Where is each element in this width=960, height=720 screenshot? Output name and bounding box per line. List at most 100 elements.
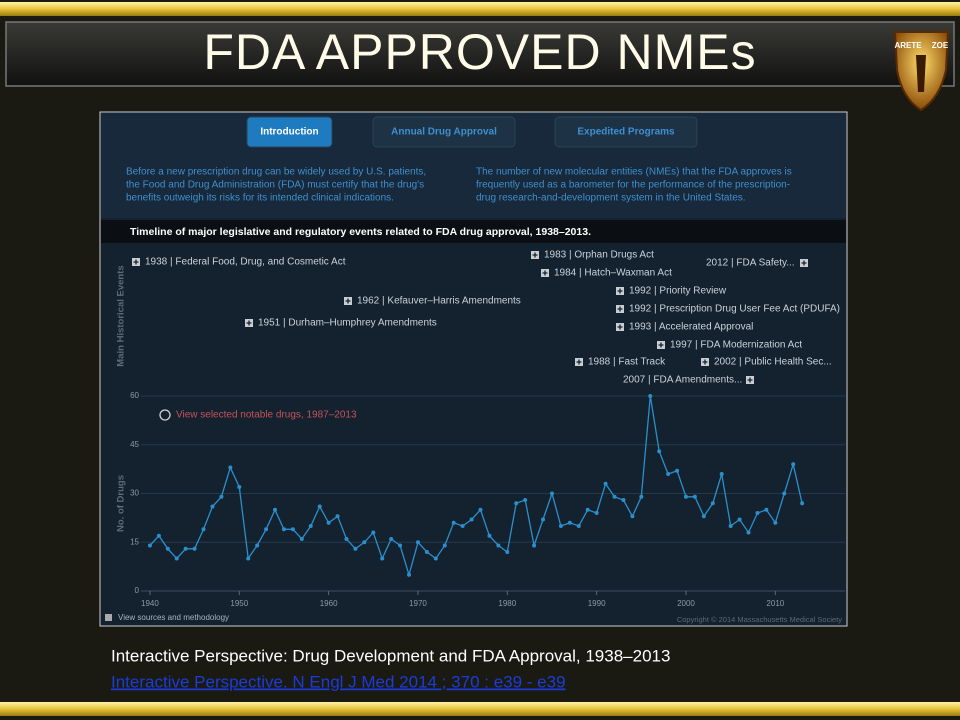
data-point[interactable] xyxy=(469,517,474,522)
data-point[interactable] xyxy=(603,481,608,486)
data-point[interactable] xyxy=(442,543,447,548)
tab[interactable] xyxy=(554,116,698,148)
event-expand-icon[interactable] xyxy=(617,288,623,294)
data-point[interactable] xyxy=(317,504,322,509)
data-point[interactable] xyxy=(389,537,394,541)
event-label[interactable]: 1992 | Prescription Drug User Fee Act (P… xyxy=(629,304,840,315)
data-point[interactable] xyxy=(165,546,170,551)
data-point[interactable] xyxy=(326,520,331,525)
event-expand-icon[interactable] xyxy=(345,298,351,304)
event-expand-icon[interactable] xyxy=(702,359,708,365)
data-point[interactable] xyxy=(648,394,653,398)
event-expand-icon[interactable] xyxy=(747,377,753,383)
data-point[interactable] xyxy=(630,514,635,519)
data-point[interactable] xyxy=(281,527,286,532)
data-point[interactable] xyxy=(156,533,161,538)
event-expand-icon[interactable] xyxy=(658,342,664,348)
event-label[interactable]: 1992 | Priority Review xyxy=(629,286,727,297)
tab-label[interactable]: Expedited Programs xyxy=(577,127,675,138)
data-point[interactable] xyxy=(514,501,519,506)
data-point[interactable] xyxy=(764,507,769,512)
event-label[interactable]: 1984 | Hatch–Waxman Act xyxy=(554,268,672,279)
data-point[interactable] xyxy=(773,520,778,525)
data-point[interactable] xyxy=(594,511,599,515)
data-point[interactable] xyxy=(407,572,412,577)
tab-label[interactable]: Introduction xyxy=(260,127,318,138)
data-point[interactable] xyxy=(424,550,429,554)
event-label[interactable]: 1983 | Orphan Drugs Act xyxy=(544,250,654,261)
data-point[interactable] xyxy=(398,543,403,548)
data-point[interactable] xyxy=(487,533,492,538)
data-point[interactable] xyxy=(201,527,206,532)
event-label[interactable]: 1962 | Kefauver–Harris Amendments xyxy=(357,296,521,307)
event-expand-icon[interactable] xyxy=(133,259,139,265)
event-expand-icon[interactable] xyxy=(576,359,582,365)
data-point[interactable] xyxy=(415,540,420,545)
data-point[interactable] xyxy=(755,511,760,515)
event-label[interactable]: 2012 | FDA Safety... xyxy=(706,258,795,269)
data-point[interactable] xyxy=(380,556,385,561)
data-point[interactable] xyxy=(728,524,733,528)
event-label[interactable]: 2007 | FDA Amendments... xyxy=(623,375,742,386)
data-point[interactable] xyxy=(532,543,537,548)
event-label[interactable]: 1997 | FDA Modernization Act xyxy=(670,340,802,351)
data-point[interactable] xyxy=(478,507,483,512)
data-point[interactable] xyxy=(701,514,706,519)
event-expand-icon[interactable] xyxy=(532,252,538,258)
data-point[interactable] xyxy=(505,550,510,554)
data-point[interactable] xyxy=(237,485,242,489)
data-point[interactable] xyxy=(451,520,456,525)
data-point[interactable] xyxy=(541,517,546,522)
data-point[interactable] xyxy=(264,527,269,532)
data-point[interactable] xyxy=(344,537,349,541)
tab[interactable] xyxy=(372,116,516,148)
event-label[interactable]: 1993 | Accelerated Approval xyxy=(629,322,753,333)
data-point[interactable] xyxy=(371,530,376,535)
data-point[interactable] xyxy=(219,494,224,499)
tab[interactable] xyxy=(246,116,333,148)
data-point[interactable] xyxy=(657,449,662,454)
data-point[interactable] xyxy=(147,543,152,548)
data-point[interactable] xyxy=(273,507,278,512)
data-point[interactable] xyxy=(210,504,215,509)
data-point[interactable] xyxy=(737,517,742,522)
data-point[interactable] xyxy=(576,524,581,528)
data-point[interactable] xyxy=(585,507,590,512)
data-point[interactable] xyxy=(362,540,367,545)
event-label[interactable]: 1938 | Federal Food, Drug, and Cosmetic … xyxy=(145,257,346,268)
data-point[interactable] xyxy=(710,501,715,506)
data-point[interactable] xyxy=(299,537,304,541)
event-label[interactable]: 2002 | Public Health Sec... xyxy=(714,357,832,368)
data-point[interactable] xyxy=(308,524,313,528)
data-point[interactable] xyxy=(639,494,644,499)
data-point[interactable] xyxy=(460,524,465,528)
legend-text[interactable]: View selected notable drugs, 1987–2013 xyxy=(176,410,357,421)
event-expand-icon[interactable] xyxy=(617,306,623,312)
data-point[interactable] xyxy=(496,543,501,548)
event-expand-icon[interactable] xyxy=(801,260,807,266)
data-point[interactable] xyxy=(353,546,358,551)
event-expand-icon[interactable] xyxy=(246,320,252,326)
data-point[interactable] xyxy=(433,556,438,561)
data-point[interactable] xyxy=(174,556,179,561)
data-point[interactable] xyxy=(335,514,340,519)
data-point[interactable] xyxy=(746,530,751,535)
tab-label[interactable]: Annual Drug Approval xyxy=(391,127,497,138)
data-point[interactable] xyxy=(692,494,697,499)
data-point[interactable] xyxy=(666,472,671,476)
data-point[interactable] xyxy=(782,491,787,496)
data-point[interactable] xyxy=(255,543,260,548)
data-point[interactable] xyxy=(228,465,233,470)
sources-link[interactable]: View sources and methodology xyxy=(118,613,229,622)
data-point[interactable] xyxy=(558,524,563,528)
data-point[interactable] xyxy=(567,520,572,525)
event-expand-icon[interactable] xyxy=(542,270,548,276)
event-label[interactable]: 1988 | Fast Track xyxy=(588,357,666,368)
data-point[interactable] xyxy=(675,468,680,473)
data-point[interactable] xyxy=(612,494,617,499)
data-point[interactable] xyxy=(791,462,796,467)
event-expand-icon[interactable] xyxy=(617,324,623,330)
legend-marker[interactable] xyxy=(159,409,171,421)
data-point[interactable] xyxy=(719,472,724,476)
reference-link[interactable]: Interactive Perspective. N Engl J Med 20… xyxy=(111,672,566,691)
